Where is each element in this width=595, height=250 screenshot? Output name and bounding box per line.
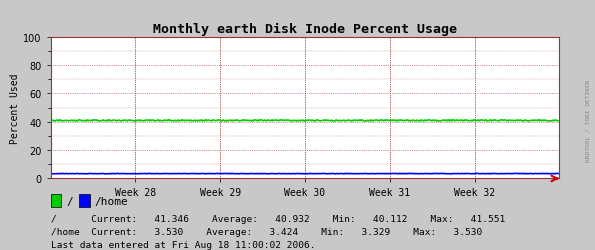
Text: /home: /home: [95, 196, 129, 206]
Text: Last data entered at Fri Aug 18 11:00:02 2006.: Last data entered at Fri Aug 18 11:00:02…: [51, 240, 315, 249]
Text: RRDTOOL / TOBI OETIKER: RRDTOOL / TOBI OETIKER: [586, 79, 591, 161]
Title: Monthly earth Disk Inode Percent Usage: Monthly earth Disk Inode Percent Usage: [153, 23, 457, 36]
Text: /home  Current:   3.530    Average:   3.424    Min:   3.329    Max:   3.530: /home Current: 3.530 Average: 3.424 Min:…: [51, 228, 482, 236]
Y-axis label: Percent Used: Percent Used: [10, 73, 20, 143]
Text: /      Current:   41.346    Average:   40.932    Min:   40.112    Max:   41.551: / Current: 41.346 Average: 40.932 Min: 4…: [51, 214, 505, 223]
Text: /: /: [66, 196, 73, 206]
